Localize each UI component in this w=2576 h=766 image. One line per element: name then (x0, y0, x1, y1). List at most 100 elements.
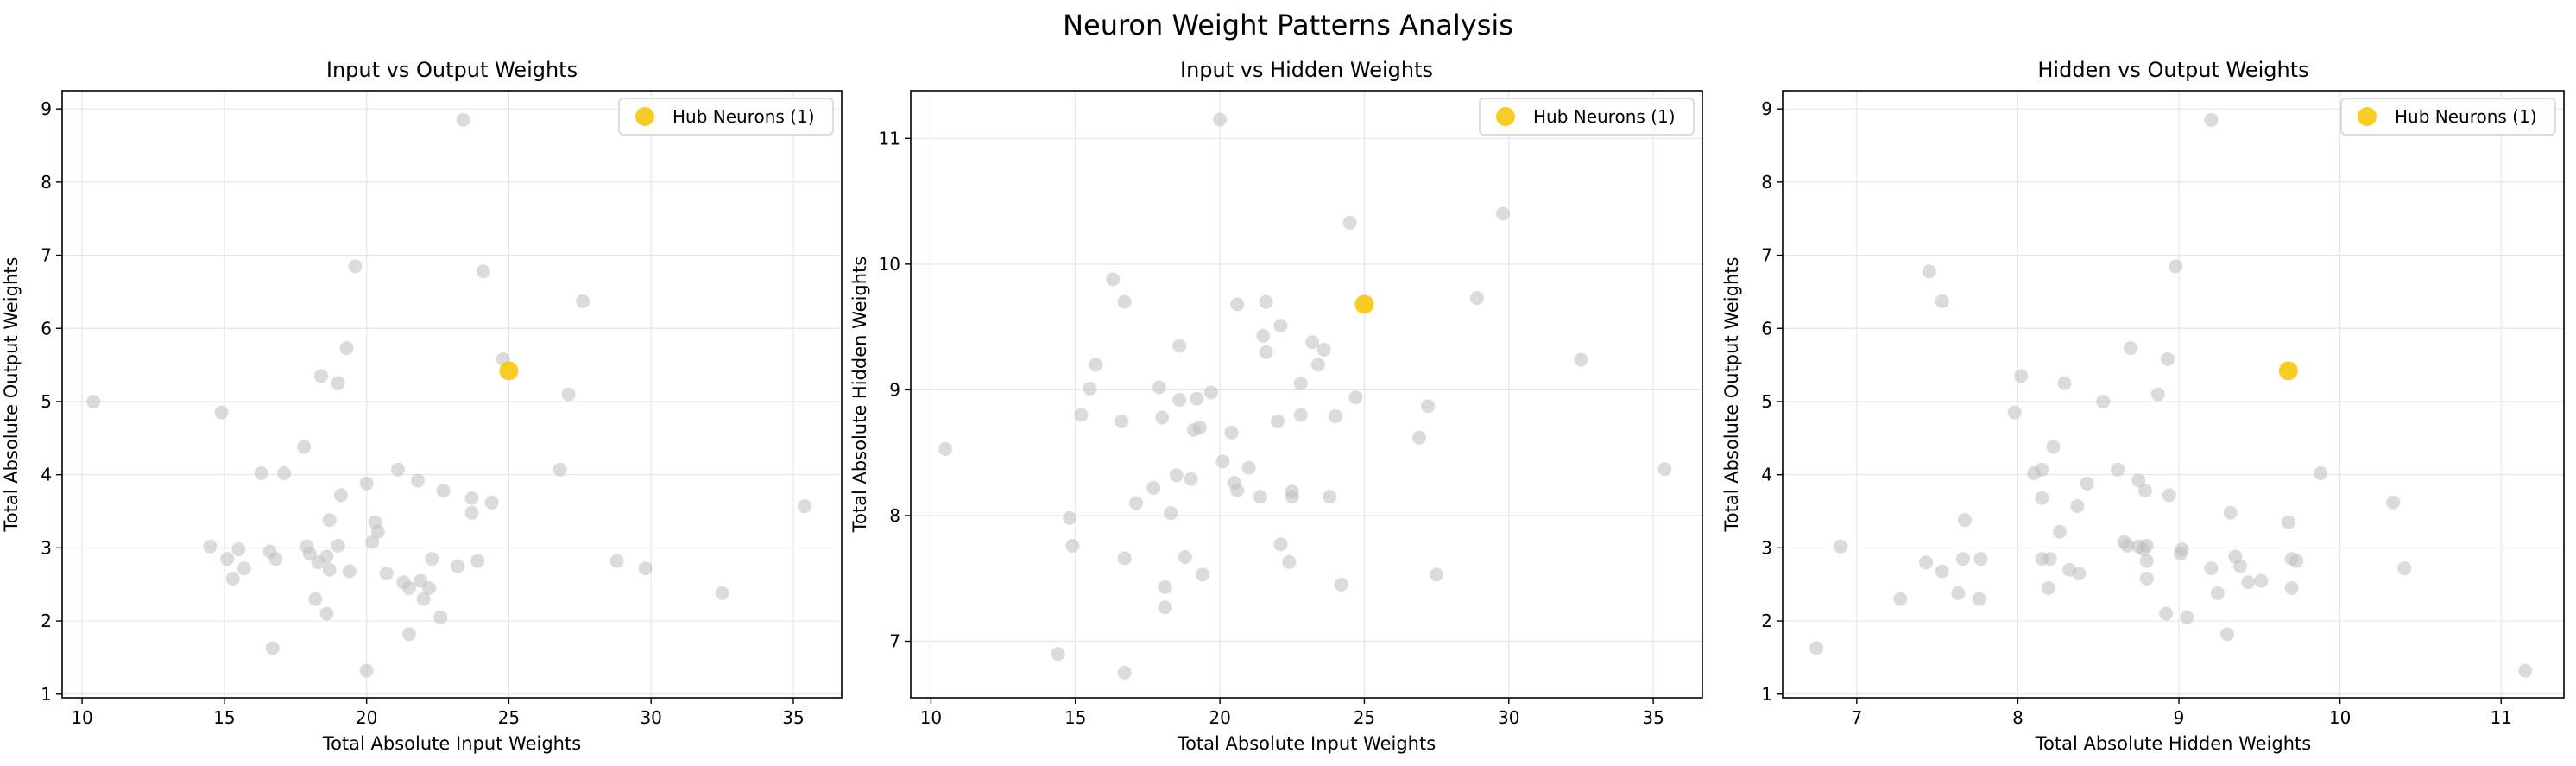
y-tick-label: 8 (41, 172, 52, 193)
neuron-point (1334, 578, 1348, 592)
neuron-point (433, 610, 448, 624)
x-tick-label: 25 (498, 707, 520, 728)
y-tick-label: 10 (879, 254, 900, 275)
neuron-point (2223, 505, 2238, 520)
x-tick-label: 20 (356, 707, 377, 728)
neuron-point (237, 561, 251, 576)
neuron-point (2210, 586, 2225, 600)
y-axis-label: Total Absolute Output Weights (1721, 257, 1742, 533)
neuron-point (1809, 641, 1824, 655)
neuron-point (402, 627, 417, 642)
neuron-point (2007, 405, 2022, 420)
neuron-point (2137, 484, 2152, 498)
neuron-point (1323, 490, 1337, 504)
neuron-point (410, 473, 425, 488)
y-tick-label: 5 (41, 391, 52, 412)
legend-box (2340, 98, 2556, 136)
y-tick-label: 7 (41, 245, 52, 266)
y-tick-label: 2 (1761, 611, 1772, 631)
neuron-point (1155, 410, 1170, 425)
neuron-point (1106, 272, 1121, 287)
neuron-point (1129, 496, 1144, 510)
neuron-point (1957, 513, 1972, 528)
neuron-point (308, 592, 323, 606)
neuron-point (1117, 551, 1132, 566)
neuron-point (1065, 538, 1080, 553)
neuron-point (2204, 561, 2219, 576)
neuron-point (1348, 390, 1363, 405)
y-tick-label: 7 (889, 631, 900, 652)
neuron-point (402, 580, 417, 595)
neuron-point (2042, 552, 2057, 567)
neuron-point (2180, 610, 2194, 624)
legend: Hub Neurons (1) (2340, 98, 2556, 136)
neuron-point (2014, 369, 2029, 383)
legend-marker (2358, 107, 2377, 126)
neuron-point (1259, 345, 1273, 359)
neuron-point (268, 552, 283, 567)
neuron-point (370, 524, 385, 539)
neuron-point (1430, 567, 1444, 582)
neuron-point (220, 552, 235, 567)
neuron-point (359, 663, 374, 678)
neuron-point (2169, 259, 2183, 274)
panel-title: Hidden vs Output Weights (2037, 58, 2308, 82)
neuron-point (1192, 421, 1207, 435)
neuron-point (1972, 592, 1986, 606)
neuron-point (1893, 592, 1908, 606)
neuron-point (1412, 430, 1427, 445)
y-tick-label: 3 (41, 537, 52, 558)
neuron-point (1271, 414, 1285, 428)
neuron-point (552, 462, 567, 477)
neuron-point (2160, 351, 2175, 366)
legend-marker (1496, 107, 1515, 126)
neuron-point (254, 465, 268, 480)
neuron-point (390, 462, 405, 477)
neuron-point (2096, 394, 2111, 408)
hub-neuron-point (1354, 294, 1374, 314)
y-tick-label: 1 (41, 684, 52, 705)
neuron-point (2072, 567, 2087, 581)
neuron-point (2204, 112, 2219, 127)
neuron-point (2035, 462, 2049, 477)
y-tick-label: 3 (1761, 537, 1772, 558)
neuron-point (1935, 294, 1949, 308)
neuron-point (2159, 606, 2174, 621)
y-tick-label: 5 (1761, 391, 1772, 412)
neuron-point (2162, 488, 2176, 503)
neuron-point (1285, 490, 1299, 504)
neuron-point (1158, 600, 1172, 615)
neuron-point (2057, 376, 2072, 390)
neuron-point (313, 369, 328, 383)
axes-frame (910, 90, 1703, 699)
neuron-point (302, 547, 317, 561)
neuron-point (1273, 319, 1288, 333)
x-tick-label: 30 (1498, 707, 1519, 728)
neuron-point (2120, 538, 2135, 553)
neuron-point (333, 488, 348, 503)
neuron-point (2052, 524, 2067, 539)
neuron-point (1922, 264, 1936, 279)
neuron-point (1259, 294, 1273, 309)
neuron-point (2080, 476, 2094, 491)
neuron-point (1117, 294, 1132, 309)
x-tick-label: 35 (782, 707, 804, 728)
neuron-point (2281, 515, 2295, 529)
legend-marker (635, 107, 654, 126)
neuron-point (798, 499, 812, 514)
x-tick-label: 8 (2012, 707, 2024, 728)
legend-label: Hub Neurons (1) (2395, 106, 2537, 127)
x-tick-label: 15 (1064, 707, 1086, 728)
neuron-point (348, 259, 363, 274)
x-axis-label: Total Absolute Input Weights (322, 733, 581, 754)
neuron-point (231, 542, 246, 557)
y-tick-label: 4 (1761, 465, 1772, 485)
neuron-point (297, 440, 312, 454)
neuron-point (265, 641, 280, 655)
y-axis-label: Total Absolute Output Weights (1, 257, 22, 533)
neuron-point (1224, 425, 1239, 440)
neuron-point (425, 552, 439, 567)
y-tick-label: 9 (1761, 98, 1772, 119)
